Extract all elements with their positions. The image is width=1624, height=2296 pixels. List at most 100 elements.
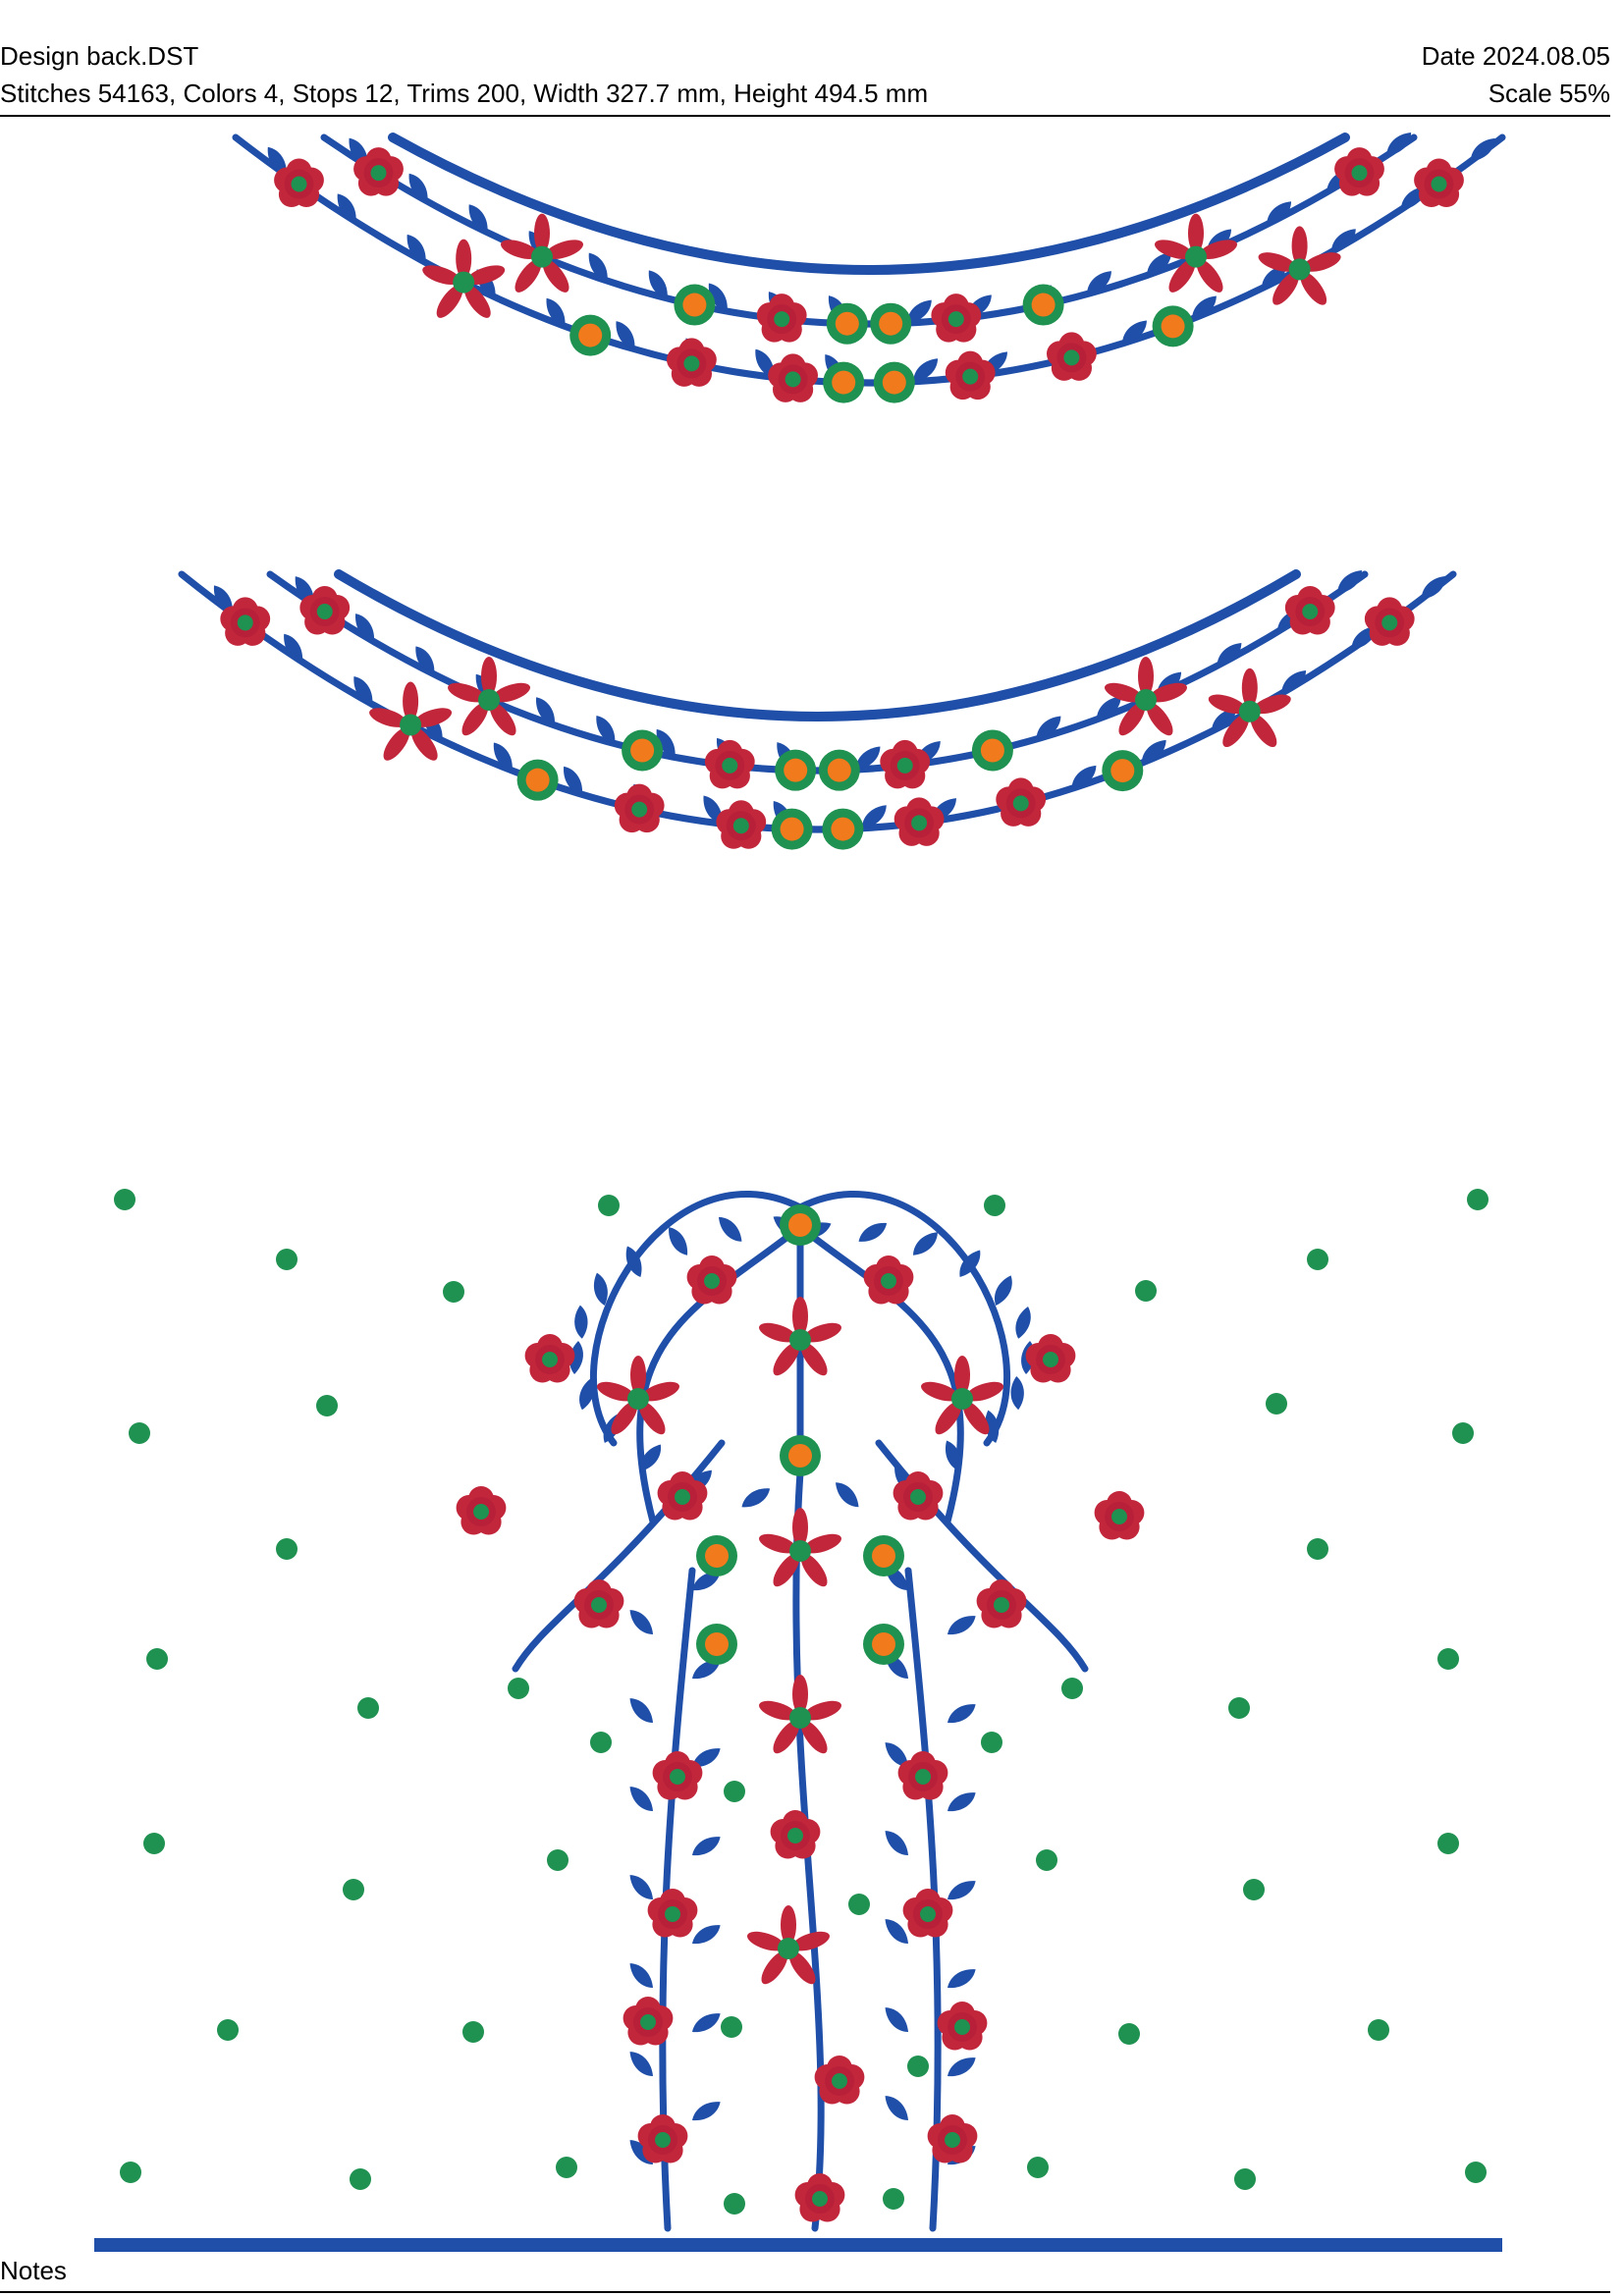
flower-icon xyxy=(893,797,945,846)
dot-icon xyxy=(556,2157,577,2178)
flower-icon xyxy=(498,213,586,296)
leaf-icon xyxy=(879,2003,914,2036)
leaf-icon xyxy=(944,1609,979,1641)
dot-icon xyxy=(724,2193,745,2215)
flower-icon xyxy=(1414,158,1464,207)
dot-icon xyxy=(146,1648,168,1670)
flower-icon xyxy=(1284,586,1335,635)
flower-icon xyxy=(445,657,533,740)
dot-icon xyxy=(1467,1189,1489,1210)
ring-icon xyxy=(822,808,864,850)
ring-icon xyxy=(826,302,868,345)
dot-icon xyxy=(907,2056,929,2077)
ring-icon xyxy=(780,1435,821,1476)
header-file-name: Design back.DST xyxy=(0,41,199,71)
ring-icon xyxy=(696,1535,737,1576)
dot-icon xyxy=(350,2168,371,2190)
dot-icon xyxy=(276,1538,298,1560)
footer-rule xyxy=(0,2291,1610,2293)
leaf-icon xyxy=(944,1874,979,1906)
ring-icon xyxy=(516,759,559,801)
flower-icon xyxy=(976,1579,1027,1629)
flower-icon xyxy=(1364,597,1415,646)
leaf-icon xyxy=(623,1959,659,1992)
dot-icon xyxy=(1452,1422,1474,1444)
leaf-icon xyxy=(909,1226,942,1261)
ring-icon xyxy=(863,1535,904,1576)
ring-icon xyxy=(818,749,860,791)
flower-icon xyxy=(931,294,982,343)
flower-icon xyxy=(1334,147,1384,196)
ring-icon xyxy=(863,1624,904,1665)
leaf-icon xyxy=(623,2048,659,2080)
leaf-icon xyxy=(1007,1375,1027,1412)
leaf-icon xyxy=(688,1918,724,1950)
dot-icon xyxy=(1027,2157,1049,2178)
flower-icon xyxy=(456,1486,507,1535)
ring-icon xyxy=(873,361,915,403)
leaf-icon xyxy=(623,1871,659,1903)
flower-icon xyxy=(637,2114,688,2163)
flower-icon xyxy=(937,2002,988,2051)
dot-icon xyxy=(598,1195,620,1216)
leaf-icon xyxy=(571,1304,591,1340)
ring-icon xyxy=(622,729,664,772)
leaf-icon xyxy=(738,1481,774,1515)
header-scale: Scale 55% xyxy=(1488,79,1610,108)
leaf-icon xyxy=(944,1962,979,1995)
dot-icon xyxy=(1234,2168,1256,2190)
flower-icon xyxy=(647,1889,698,1938)
header-date: Date 2024.08.05 xyxy=(1421,41,1610,71)
dot-icon xyxy=(1243,1879,1265,1900)
flower-icon xyxy=(614,783,665,833)
leaf-icon xyxy=(623,1783,659,1815)
ring-icon xyxy=(1102,750,1144,792)
dot-icon xyxy=(1307,1249,1328,1270)
flower-icon xyxy=(756,294,807,343)
header-rule xyxy=(0,115,1610,117)
flower-icon xyxy=(667,338,717,387)
leaf-icon xyxy=(879,2092,914,2124)
flower-icon xyxy=(1094,1491,1145,1540)
flower-icon xyxy=(863,1255,914,1305)
dot-icon xyxy=(984,1195,1005,1216)
header-stats: Stitches 54163, Colors 4, Stops 12, Trim… xyxy=(0,79,929,108)
ring-icon xyxy=(775,749,817,791)
dot-icon xyxy=(1118,2023,1140,2045)
flower-icon xyxy=(1025,1334,1076,1383)
footer-notes-label: Notes xyxy=(0,2256,67,2285)
flower-icon xyxy=(902,1889,953,1938)
flower-icon xyxy=(770,1810,821,1859)
leaf-icon xyxy=(623,1606,659,1638)
ring-icon xyxy=(870,302,912,345)
dot-icon xyxy=(462,2021,484,2043)
dot-icon xyxy=(1368,2019,1389,2041)
flower-icon xyxy=(996,777,1047,827)
dot-icon xyxy=(316,1395,338,1416)
dot-icon xyxy=(1437,1833,1459,1854)
flower-icon xyxy=(419,239,508,322)
dot-icon xyxy=(129,1422,150,1444)
dot-icon xyxy=(1228,1697,1250,1719)
flower-icon xyxy=(1206,667,1294,752)
leaf-icon xyxy=(944,1786,979,1818)
dot-icon xyxy=(120,2162,141,2183)
dot-icon xyxy=(547,1849,568,1871)
leaf-icon xyxy=(830,1478,865,1512)
dot-icon xyxy=(114,1189,135,1210)
leaf-icon xyxy=(662,1223,694,1258)
ring-icon xyxy=(780,1204,821,1246)
flower-icon xyxy=(1256,226,1343,309)
dot-icon xyxy=(443,1281,464,1303)
dot-icon xyxy=(981,1732,1002,1753)
leaf-icon xyxy=(623,1694,659,1727)
flower-icon xyxy=(704,739,755,789)
dot-icon xyxy=(217,2019,239,2041)
leaf-icon xyxy=(991,1272,1016,1309)
dot-icon xyxy=(508,1678,529,1699)
leaf-icon xyxy=(879,1827,914,1859)
dot-icon xyxy=(1266,1393,1287,1415)
dot-icon xyxy=(143,1833,165,1854)
leaf-icon xyxy=(944,2051,979,2083)
leaf-icon xyxy=(688,2095,724,2127)
